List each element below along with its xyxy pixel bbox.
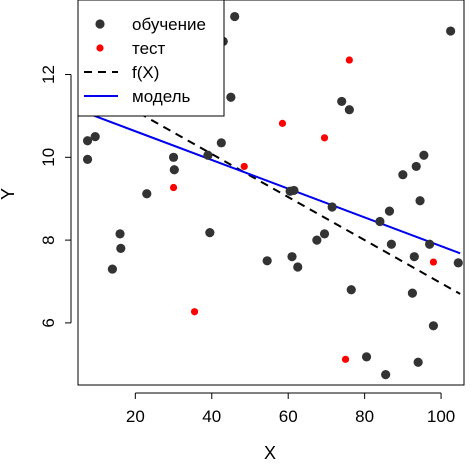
train-point: [142, 189, 152, 199]
train-point: [346, 285, 356, 295]
y-tick-label: 6: [39, 318, 58, 327]
test-point: [429, 258, 438, 266]
legend-label: модель: [132, 87, 190, 106]
test-point: [190, 308, 199, 316]
train-point: [82, 154, 93, 164]
test-point: [320, 134, 329, 142]
train-point: [293, 262, 303, 272]
train-point: [216, 138, 226, 148]
train-point: [116, 243, 126, 253]
test-point: [278, 119, 287, 127]
x-tick-label: 80: [355, 407, 374, 426]
train-point: [386, 239, 396, 249]
legend-label: обучение: [132, 15, 206, 34]
train-point: [168, 152, 179, 162]
train-point: [453, 258, 463, 268]
train-point: [226, 92, 236, 102]
train-point: [203, 150, 213, 160]
test-point: [345, 56, 353, 64]
train-point: [425, 239, 435, 249]
x-tick-label: 100: [427, 407, 455, 426]
train-point: [90, 132, 100, 142]
train-point: [230, 11, 240, 22]
y-axis: 6 8 10 12: [39, 65, 72, 328]
train-point: [409, 252, 419, 262]
train-point: [361, 352, 372, 362]
y-tick-label: 8: [39, 235, 58, 244]
train-point: [337, 96, 347, 107]
train-point: [107, 264, 117, 274]
train-point: [344, 105, 354, 115]
train-point: [205, 228, 215, 238]
legend-label: f(X): [132, 63, 159, 82]
train-point: [398, 170, 408, 180]
legend: обучение тест f(X) модель: [77, 0, 225, 117]
train-point: [262, 256, 272, 266]
train-point: [169, 165, 179, 175]
plot-frame: [77, 0, 465, 386]
train-point: [413, 357, 423, 367]
train-point: [446, 26, 456, 36]
x-tick-label: 40: [202, 407, 221, 426]
train-point: [419, 150, 429, 160]
test-point: [169, 183, 178, 192]
train-point: [82, 136, 93, 146]
train-point: [407, 288, 418, 298]
train-point: [384, 206, 395, 216]
y-axis-title: Y: [0, 188, 18, 200]
x-tick-label: 20: [126, 407, 145, 426]
x-axis-title: X: [264, 443, 276, 463]
train-point: [411, 161, 421, 172]
train-point: [428, 321, 439, 331]
train-point: [312, 235, 322, 245]
test-point: [341, 355, 350, 363]
legend-label: тест: [132, 39, 166, 58]
y-tick-label: 10: [39, 148, 58, 167]
legend-train-marker: [95, 19, 105, 29]
x-tick-label: 60: [279, 407, 298, 426]
model-line: [77, 108, 461, 255]
data-points: [82, 11, 463, 380]
test-point: [240, 162, 248, 171]
train-point: [319, 229, 330, 239]
train-point: [415, 196, 425, 206]
train-point: [381, 370, 391, 380]
y-tick-label: 12: [39, 65, 58, 84]
train-point: [115, 229, 125, 239]
x-axis: 20 40 60 80 100: [126, 392, 455, 426]
train-point: [327, 202, 337, 212]
train-point: [375, 216, 385, 227]
legend-test-marker: [96, 44, 104, 52]
train-point: [289, 185, 299, 196]
train-point: [287, 252, 297, 262]
